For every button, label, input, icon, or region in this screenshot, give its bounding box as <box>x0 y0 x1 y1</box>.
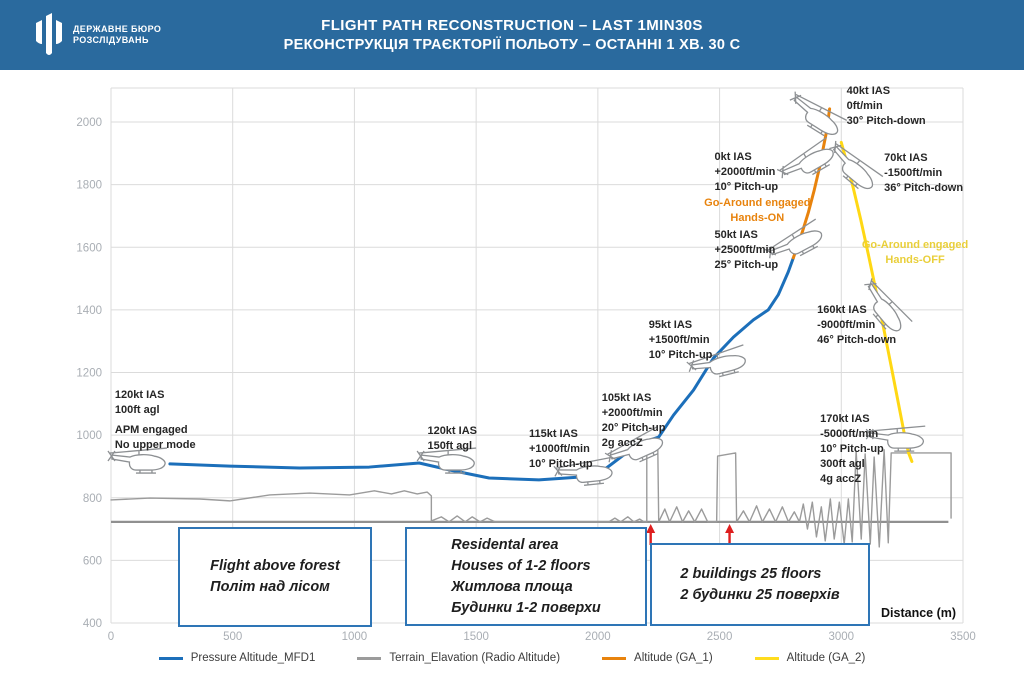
x-axis-title: Distance (m) <box>876 605 962 621</box>
agency-logo: ДЕРЖАВНЕ БЮРО РОЗСЛІДУВАНЬ <box>34 0 161 70</box>
building-marker-arrowhead <box>646 524 656 533</box>
x-tick-label: 3000 <box>828 631 854 643</box>
legend-label: Altitude (GA_1) <box>634 652 713 664</box>
legend-item-altitude-ga-1: Altitude (GA_1) <box>602 652 713 664</box>
agency-logo-icon <box>36 13 62 55</box>
x-tick-label: 1000 <box>342 631 368 643</box>
x-tick-label: 3500 <box>950 631 976 643</box>
x-tick-label: 500 <box>223 631 242 643</box>
title-ukrainian: РЕКОНСТРУКЦІЯ ТРАЄКТОРІЇ ПОЛЬОТУ – ОСТАН… <box>283 37 741 53</box>
building-marker-arrowhead <box>725 524 735 533</box>
y-tick-label: 600 <box>83 555 102 567</box>
legend-item-altitude-ga-2: Altitude (GA_2) <box>754 652 866 664</box>
y-tick-label: 1200 <box>76 368 102 380</box>
legend-swatch <box>357 656 382 660</box>
legend-swatch <box>602 656 627 660</box>
header-bar: ДЕРЖАВНЕ БЮРО РОЗСЛІДУВАНЬ FLIGHT PATH R… <box>0 0 1024 70</box>
chart-legend: Pressure Altitude_MFD1 Terrain_Elavation … <box>0 652 1024 664</box>
title-english: FLIGHT PATH RECONSTRUCTION – LAST 1MIN30… <box>321 17 703 34</box>
x-tick-label: 0 <box>108 631 114 643</box>
legend-label: Pressure Altitude_MFD1 <box>190 652 316 664</box>
helicopter-icon <box>553 456 613 486</box>
legend-swatch <box>754 656 779 660</box>
y-tick-label: 1000 <box>76 430 102 442</box>
x-tick-label: 2000 <box>585 631 611 643</box>
y-tick-label: 1400 <box>76 305 102 317</box>
legend-label: Altitude (GA_2) <box>786 652 866 664</box>
y-tick-label: 1600 <box>76 242 102 254</box>
helicopter-icon <box>776 136 834 179</box>
y-tick-label: 400 <box>83 618 102 630</box>
helicopter-icon <box>107 447 168 474</box>
helicopter-icon <box>865 425 926 452</box>
agency-name-line2: РОЗСЛІДУВАНЬ <box>73 35 149 45</box>
helicopter-icon <box>829 140 884 190</box>
legend-label: Terrain_Elavation (Radio Altitude) <box>389 652 561 664</box>
x-tick-label: 2500 <box>707 631 733 643</box>
y-tick-label: 800 <box>83 493 102 505</box>
helicopter-icon <box>604 425 664 463</box>
helicopter-icon <box>764 218 823 259</box>
y-tick-label: 2000 <box>76 117 102 129</box>
legend-swatch <box>158 656 183 660</box>
x-tick-label: 1500 <box>463 631 489 643</box>
series-terrain-elavation-radio-altitude <box>110 443 952 548</box>
legend-item-terrain-elavation-radio-altitude: Terrain_Elavation (Radio Altitude) <box>357 652 560 664</box>
helicopter-icon <box>686 344 746 378</box>
legend-item-pressure-altitude-mfd1: Pressure Altitude_MFD1 <box>158 652 316 664</box>
helicopter-icon <box>789 91 848 137</box>
helicopter-icon <box>864 278 913 332</box>
y-tick-label: 1800 <box>76 180 102 192</box>
agency-name-line1: ДЕРЖАВНЕ БЮРО <box>73 24 162 34</box>
page-title: FLIGHT PATH RECONSTRUCTION – LAST 1MIN30… <box>0 17 1024 53</box>
helicopter-icon <box>416 447 477 474</box>
